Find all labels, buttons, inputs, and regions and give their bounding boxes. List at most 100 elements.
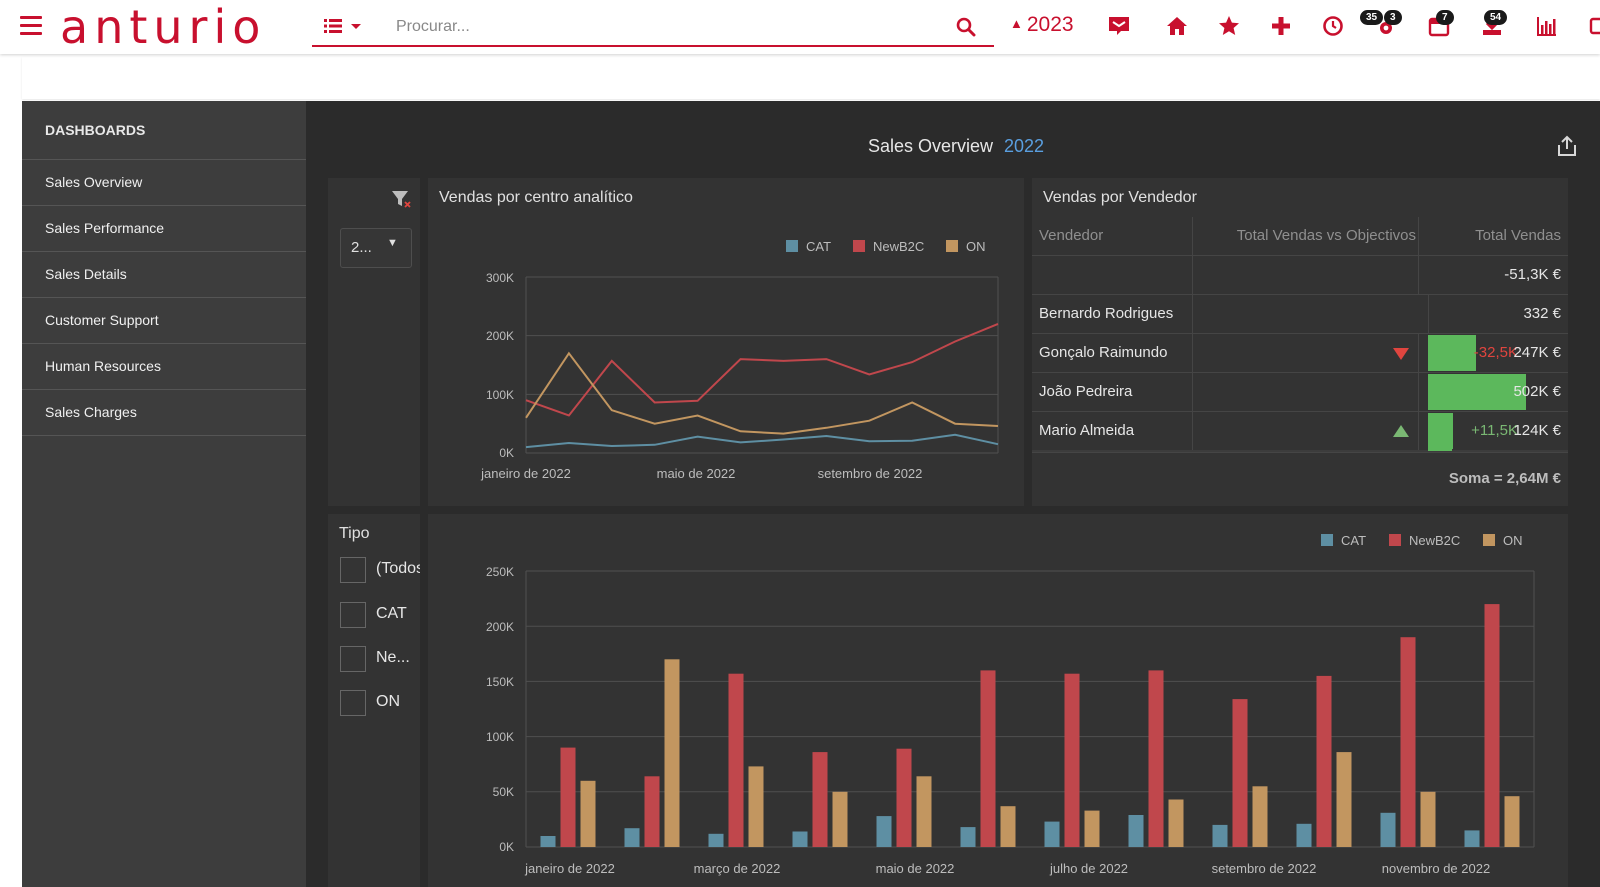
year-filter-panel: 2... ▼: [328, 178, 420, 506]
checkbox-label: CAT: [376, 605, 407, 622]
chevron-down-icon: ▼: [387, 237, 398, 249]
x-tick-label: setembro de 2022: [1212, 861, 1317, 876]
bar-on[interactable]: [832, 791, 848, 847]
bar-cat[interactable]: [1464, 830, 1480, 847]
bar-cat[interactable]: [1128, 815, 1144, 847]
bar-on[interactable]: [1504, 796, 1520, 847]
bar-newb2c[interactable]: [1316, 675, 1332, 847]
table-row[interactable]: -51,3K €: [1032, 256, 1568, 295]
search-input[interactable]: [394, 14, 938, 40]
bar-on[interactable]: [580, 780, 596, 847]
bar-newb2c[interactable]: [560, 747, 576, 847]
bar-on[interactable]: [1084, 810, 1100, 847]
table-row[interactable]: Gonçalo Raimundo -32,5K 247K €: [1032, 334, 1568, 373]
seller-name: João Pedreira: [1039, 383, 1133, 400]
y-tick-label: 0K: [499, 446, 514, 460]
messages-icon[interactable]: [1107, 14, 1131, 38]
legend-label-newb2c: NewB2C: [873, 239, 924, 254]
column-header-total[interactable]: Total Vendas: [1475, 227, 1561, 244]
sidebar-item-sales-overview[interactable]: Sales Overview: [22, 160, 306, 206]
bar-cat[interactable]: [960, 827, 976, 847]
bar-cat[interactable]: [1380, 812, 1396, 847]
brand-logo[interactable]: anturio: [60, 0, 267, 54]
bar-newb2c[interactable]: [1400, 637, 1416, 847]
sidebar-item-sales-performance[interactable]: Sales Performance: [22, 206, 306, 252]
column-header-vs-objectivos[interactable]: Total Vendas vs Objectivos: [1236, 227, 1416, 244]
bar-newb2c[interactable]: [812, 752, 828, 847]
bar-newb2c[interactable]: [1064, 673, 1080, 847]
sidebar-item-customer-support[interactable]: Customer Support: [22, 298, 306, 344]
bar-newb2c[interactable]: [896, 748, 912, 847]
checkbox[interactable]: [340, 557, 366, 583]
menu-icon[interactable]: [20, 16, 42, 36]
seller-diff: -32,5K: [1473, 344, 1518, 361]
settings-gears-icon[interactable]: [1374, 14, 1398, 38]
table-row[interactable]: Bernardo Rodrigues 332 €: [1032, 295, 1568, 334]
bar-newb2c[interactable]: [728, 673, 744, 847]
seller-name: Mario Almeida: [1039, 422, 1135, 439]
line-chart: CAT NewB2C ON 300K 200K 100K 0K janeiro …: [480, 239, 999, 481]
add-plus-icon[interactable]: [1269, 14, 1293, 38]
y-tick-label: 0K: [499, 840, 514, 854]
search-icon[interactable]: [956, 17, 976, 37]
bar-on[interactable]: [1420, 791, 1436, 847]
column-header-vendedor[interactable]: Vendedor: [1039, 227, 1104, 244]
legend-label-newb2c: NewB2C: [1409, 533, 1460, 548]
checkbox[interactable]: [340, 690, 366, 716]
home-icon[interactable]: [1165, 14, 1189, 38]
sellers-title: Vendas por Vendedor: [1043, 189, 1197, 206]
bar-newb2c[interactable]: [1484, 604, 1500, 847]
total-bar: [1428, 374, 1526, 410]
y-tick-label: 250K: [486, 565, 514, 579]
checkbox-label: Ne...: [376, 649, 410, 666]
table-row[interactable]: João Pedreira 502K €: [1032, 373, 1568, 412]
bar-newb2c[interactable]: [980, 670, 996, 847]
search-bar: [312, 8, 994, 47]
more-icon[interactable]: [1588, 14, 1600, 38]
bar-cat[interactable]: [540, 836, 556, 847]
sidebar-item-sales-details[interactable]: Sales Details: [22, 252, 306, 298]
bar-chart-icon[interactable]: [1535, 14, 1559, 38]
clock-icon[interactable]: [1321, 14, 1345, 38]
partial-bar: [1428, 445, 1452, 451]
bar-cat[interactable]: [1212, 824, 1228, 847]
sidebar-item-sales-charges[interactable]: Sales Charges: [22, 390, 306, 436]
checkbox[interactable]: [340, 646, 366, 672]
bar-on[interactable]: [916, 776, 932, 847]
legend-label-cat: CAT: [1341, 533, 1366, 548]
bar-on[interactable]: [664, 659, 680, 847]
bar-on[interactable]: [1000, 806, 1016, 847]
legend-swatch-on: [1483, 534, 1495, 546]
bar-cat[interactable]: [708, 833, 724, 847]
year-selector[interactable]: ▲︎ 2023: [1010, 13, 1074, 37]
bar-newb2c[interactable]: [644, 776, 660, 847]
series-line-cat: [525, 433, 999, 449]
checkbox[interactable]: [340, 602, 366, 628]
line-chart-title: Vendas por centro analítico: [439, 189, 633, 206]
bar-on[interactable]: [1252, 786, 1268, 847]
y-tick-label: 200K: [486, 329, 514, 343]
legend-swatch-newb2c: [1389, 534, 1401, 546]
year-dropdown[interactable]: 2... ▼: [340, 228, 412, 268]
seller-total: 247K €: [1513, 344, 1561, 361]
bar-newb2c[interactable]: [1232, 699, 1248, 847]
bar-cat[interactable]: [876, 816, 892, 847]
bar-cat[interactable]: [624, 828, 640, 847]
bar-on[interactable]: [1168, 799, 1184, 848]
bar-on[interactable]: [748, 766, 764, 847]
sort-icon: ▲︎: [1010, 16, 1023, 31]
favorites-star-icon[interactable]: [1217, 14, 1241, 38]
seller-total: 502K €: [1513, 383, 1561, 400]
inbox-badge: 54: [1484, 10, 1508, 25]
search-scope-button[interactable]: [324, 16, 364, 36]
clear-filter-icon[interactable]: [390, 188, 412, 210]
bar-on[interactable]: [1336, 752, 1352, 847]
export-share-icon[interactable]: [1556, 135, 1578, 157]
sidebar-item-human-resources[interactable]: Human Resources: [22, 344, 306, 390]
bar-newb2c[interactable]: [1148, 670, 1164, 847]
bar-cat[interactable]: [1296, 823, 1312, 847]
bar-cat[interactable]: [792, 831, 808, 848]
bar-cat[interactable]: [1044, 821, 1060, 847]
table-row[interactable]: Mario Almeida +11,5K 124K €: [1032, 412, 1568, 452]
sellers-panel: Vendas por Vendedor Vendedor Total Venda…: [1032, 178, 1568, 506]
